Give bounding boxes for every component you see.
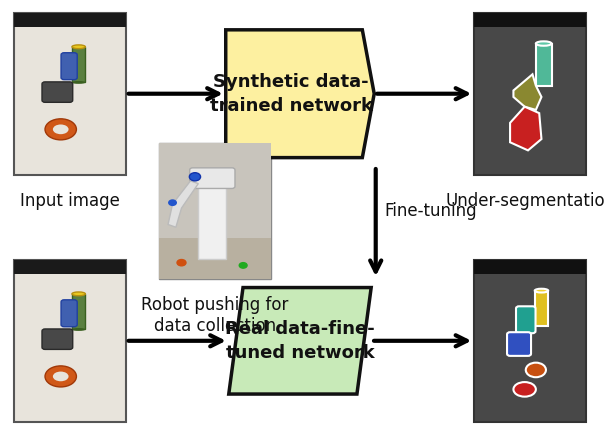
FancyBboxPatch shape <box>42 329 73 349</box>
Bar <box>14 13 126 27</box>
Bar <box>536 43 551 86</box>
FancyBboxPatch shape <box>61 53 77 80</box>
Bar <box>159 143 271 279</box>
Bar <box>474 260 587 274</box>
Bar <box>198 184 227 259</box>
Ellipse shape <box>72 81 85 84</box>
Bar <box>72 294 85 329</box>
FancyBboxPatch shape <box>42 82 73 102</box>
Bar <box>474 260 587 422</box>
Ellipse shape <box>72 328 85 331</box>
Bar <box>534 291 548 326</box>
Polygon shape <box>510 106 542 150</box>
Ellipse shape <box>53 124 68 134</box>
Text: Robot pushing for
data collection: Robot pushing for data collection <box>141 296 289 335</box>
Ellipse shape <box>189 173 201 181</box>
FancyBboxPatch shape <box>190 168 235 188</box>
FancyBboxPatch shape <box>61 300 77 327</box>
Polygon shape <box>229 288 371 394</box>
Ellipse shape <box>53 371 68 381</box>
Ellipse shape <box>45 119 76 140</box>
FancyBboxPatch shape <box>516 306 536 333</box>
Ellipse shape <box>536 41 551 46</box>
Bar <box>14 260 126 274</box>
Ellipse shape <box>72 292 85 296</box>
Ellipse shape <box>534 289 548 293</box>
Circle shape <box>177 259 186 266</box>
Polygon shape <box>513 74 542 110</box>
Ellipse shape <box>513 382 536 397</box>
Circle shape <box>239 263 247 268</box>
Bar <box>474 13 587 175</box>
Text: Under-segmentation: Under-segmentation <box>445 192 606 210</box>
Bar <box>72 47 85 82</box>
Bar <box>159 143 271 238</box>
Text: Fine-tuning: Fine-tuning <box>385 202 478 220</box>
FancyBboxPatch shape <box>507 332 531 356</box>
Text: Synthetic data-
trained network: Synthetic data- trained network <box>210 73 373 115</box>
Polygon shape <box>168 181 198 227</box>
Bar <box>159 238 271 279</box>
Ellipse shape <box>168 199 177 206</box>
Bar <box>14 260 126 422</box>
Text: Input image: Input image <box>20 192 119 210</box>
Ellipse shape <box>45 366 76 387</box>
Polygon shape <box>225 30 374 158</box>
Bar <box>474 13 587 27</box>
Text: Real data-fine-
tuned network: Real data-fine- tuned network <box>225 320 375 362</box>
Bar <box>14 13 126 175</box>
Ellipse shape <box>526 363 546 377</box>
Ellipse shape <box>72 45 85 49</box>
